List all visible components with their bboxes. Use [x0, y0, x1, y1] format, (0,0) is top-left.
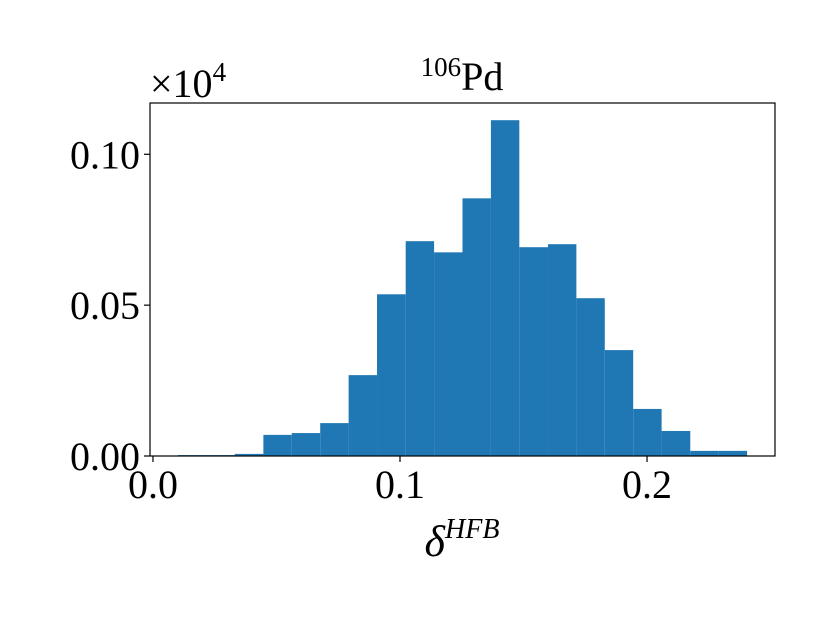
bar	[348, 375, 378, 456]
bar	[462, 198, 491, 457]
bar	[291, 433, 321, 456]
bar	[633, 408, 662, 456]
y-tick-label: 0.05	[70, 283, 140, 328]
bar	[234, 453, 264, 456]
title-superscript: 106	[421, 52, 462, 82]
offset-base: ×10	[150, 61, 213, 106]
bar	[604, 350, 634, 456]
bar	[690, 450, 719, 456]
x-tick-label: 0.1	[375, 462, 425, 507]
bar	[263, 434, 292, 456]
title-text: Pd	[461, 54, 503, 99]
chart-title: 106Pd	[421, 52, 504, 99]
xlabel-superscript: HFB	[444, 514, 499, 545]
y-tick-label: 0.00	[70, 434, 140, 479]
x-axis-label: δHFB	[425, 514, 500, 566]
offset-exponent: 4	[213, 57, 227, 87]
bar	[405, 241, 435, 456]
x-tick-label: 0.2	[622, 462, 672, 507]
bar	[718, 450, 748, 456]
bar	[434, 252, 463, 456]
xlabel-base: δ	[425, 517, 447, 566]
bar	[576, 298, 605, 456]
bar	[547, 244, 577, 456]
bar	[490, 120, 520, 456]
x-tick-label: 0.0	[128, 462, 178, 507]
y-tick-label: 0.10	[70, 132, 140, 177]
bar	[661, 430, 691, 456]
plot-frame	[149, 102, 776, 457]
bar	[320, 423, 349, 456]
bar	[519, 247, 548, 456]
bar	[377, 294, 406, 456]
y-offset-label: ×104	[150, 57, 227, 106]
